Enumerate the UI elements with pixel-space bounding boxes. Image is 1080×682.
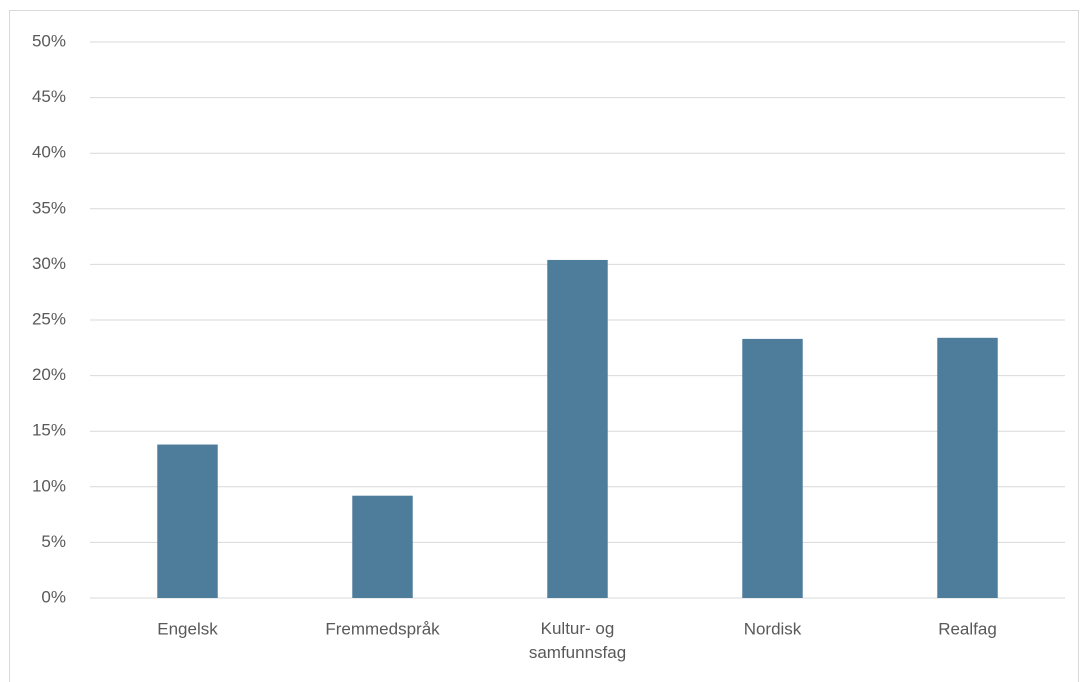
y-tick-label: 25% bbox=[32, 309, 66, 328]
y-tick-label: 40% bbox=[32, 143, 66, 162]
bar bbox=[937, 337, 998, 598]
x-tick-label: Fremmedspråk bbox=[325, 619, 440, 638]
bar bbox=[742, 338, 803, 598]
x-tick-label: Nordisk bbox=[744, 619, 802, 638]
y-tick-label: 30% bbox=[32, 254, 66, 273]
x-tick-label: Kultur- og samfunnsfag bbox=[529, 619, 626, 662]
x-tick-label: Realfag bbox=[938, 619, 997, 638]
y-tick-label: 15% bbox=[32, 421, 66, 440]
bar bbox=[352, 495, 413, 598]
y-tick-label: 5% bbox=[41, 532, 66, 551]
bar bbox=[547, 259, 608, 598]
y-tick-label: 20% bbox=[32, 365, 66, 384]
y-tick-label: 45% bbox=[32, 87, 66, 106]
x-tick-label: Engelsk bbox=[157, 619, 218, 638]
bar bbox=[157, 444, 218, 598]
y-tick-label: 10% bbox=[32, 476, 66, 495]
y-tick-label: 50% bbox=[32, 31, 66, 50]
y-tick-label: 0% bbox=[41, 587, 66, 606]
y-tick-label: 35% bbox=[32, 198, 66, 217]
